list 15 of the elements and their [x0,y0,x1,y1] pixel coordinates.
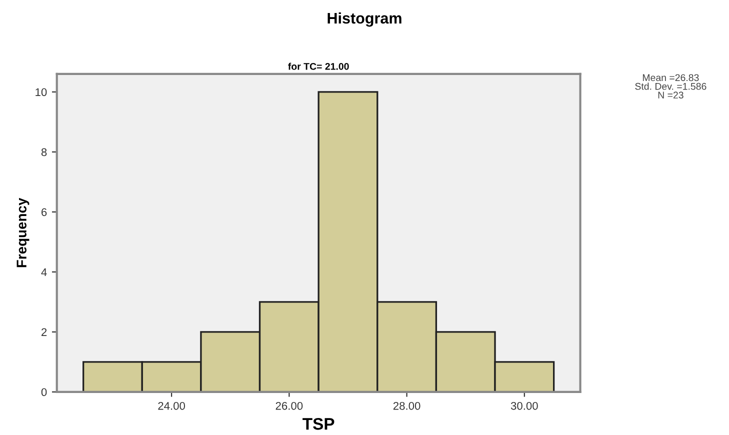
y-tick-label: 4 [41,268,47,276]
y-tick-label: 0 [41,388,47,396]
x-tick-label: 30.00 [510,402,538,410]
y-tick-label: 2 [42,328,47,336]
chart-title: Histogram [328,12,402,27]
chart-subtitle: for TC= 21.00 [288,62,349,70]
x-axis-title: TSP [302,418,334,430]
x-tick-label: 26.00 [276,402,303,410]
x-tick-label: 24.00 [158,402,186,410]
text: Mean =26.83 Std. Dev. =1.586 N =23 [635,74,706,99]
y-tick-label: 8 [41,148,47,156]
y-tick-label: 10 [36,88,47,96]
y-axis-title: Frequency [16,198,30,268]
x-tick-label: 28.00 [393,402,420,410]
y-tick-label: 6 [42,208,47,216]
